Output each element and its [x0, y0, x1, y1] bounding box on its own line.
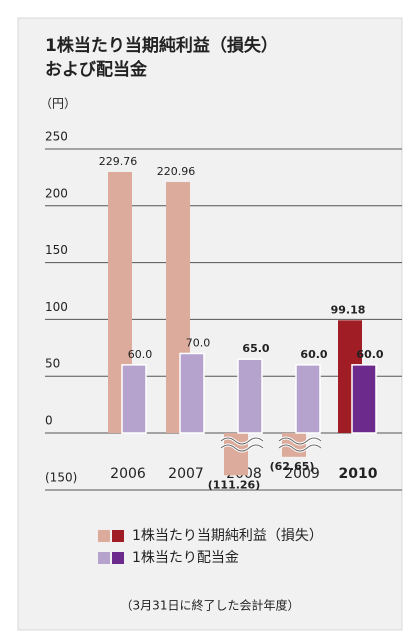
- bar: [351, 364, 377, 434]
- y-tick-label: (150): [45, 471, 77, 485]
- value-label: 60.0: [128, 348, 153, 361]
- y-tick-label: 200: [45, 186, 68, 200]
- value-label: 60.0: [300, 348, 327, 361]
- bar: [295, 364, 321, 434]
- y-tick-label: 50: [45, 357, 60, 371]
- value-label: 99.18: [331, 303, 366, 316]
- legend-swatch: [98, 530, 110, 542]
- value-label: 60.0: [356, 348, 383, 361]
- y-unit: （円）: [40, 97, 76, 111]
- x-tick-label: 2009: [284, 466, 320, 482]
- chart-title: および配当金: [45, 59, 148, 80]
- legend-label: 1株当たり配当金: [132, 550, 239, 566]
- y-tick-label: 100: [45, 300, 68, 314]
- axis-break: [278, 437, 322, 445]
- value-label: 65.0: [242, 342, 269, 355]
- x-tick-label: 2007: [168, 466, 204, 482]
- x-tick-label: 2006: [110, 466, 146, 482]
- y-tick-label: 0: [45, 414, 53, 428]
- legend-swatch: [112, 530, 124, 542]
- axis-break: [220, 437, 264, 445]
- y-tick-label: 250: [45, 130, 68, 144]
- legend-label: 1株当たり当期純利益（損失）: [132, 528, 323, 544]
- y-tick-label: 150: [45, 243, 68, 257]
- value-label: 229.76: [99, 155, 138, 168]
- x-tick-label: 2010: [339, 466, 378, 482]
- chart-title: 1株当たり当期純利益（損失）: [45, 35, 278, 56]
- legend-swatch: [112, 552, 124, 564]
- axis-break: [220, 444, 264, 452]
- note: （3月31日に終了した会計年度）: [121, 598, 300, 613]
- legend-swatch: [98, 552, 110, 564]
- bar: [237, 358, 263, 434]
- value-label: (111.26): [208, 478, 261, 491]
- value-label: (62.65): [270, 460, 315, 473]
- bar: [179, 352, 205, 434]
- value-label: 70.0: [186, 336, 211, 349]
- axis-break: [278, 444, 322, 452]
- bar: [121, 364, 147, 434]
- value-label: 220.96: [157, 165, 196, 178]
